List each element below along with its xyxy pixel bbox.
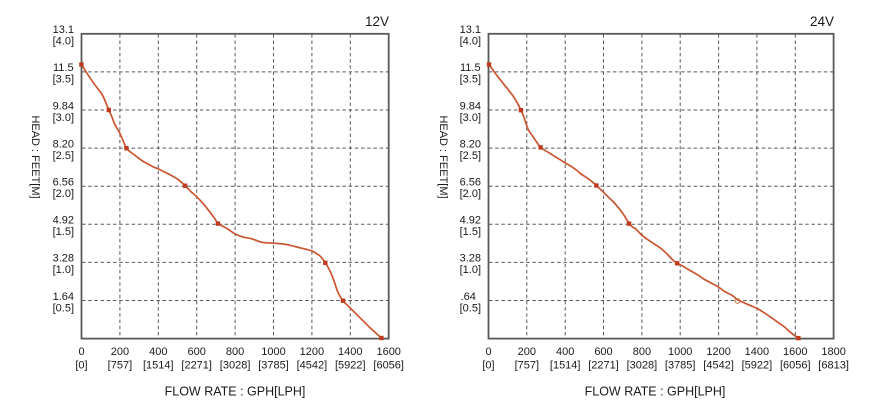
svg-text:11.5: 11.5 — [53, 62, 74, 74]
svg-text:[3.0]: [3.0] — [53, 112, 74, 124]
svg-text:[6056]: [6056] — [373, 359, 404, 371]
svg-text:[0.5]: [0.5] — [460, 302, 481, 314]
svg-text:4.92: 4.92 — [460, 215, 481, 227]
svg-text:[3.5]: [3.5] — [53, 74, 74, 86]
svg-text:13.1: 13.1 — [53, 24, 74, 36]
svg-text:[2.0]: [2.0] — [53, 188, 74, 200]
svg-text:[2271]: [2271] — [181, 359, 212, 371]
svg-text:1400: 1400 — [745, 346, 769, 358]
svg-text:600: 600 — [188, 346, 206, 358]
svg-text:[1.5]: [1.5] — [460, 226, 481, 238]
svg-text:[4542]: [4542] — [703, 359, 734, 371]
svg-text:[4.0]: [4.0] — [460, 36, 481, 48]
svg-text:200: 200 — [518, 346, 536, 358]
svg-text:[3785]: [3785] — [665, 359, 696, 371]
svg-text:[1.0]: [1.0] — [53, 264, 74, 276]
svg-text:[3.5]: [3.5] — [460, 74, 481, 86]
svg-text:9.84: 9.84 — [53, 100, 74, 112]
svg-text:800: 800 — [633, 346, 651, 358]
svg-text:[3028]: [3028] — [627, 359, 658, 371]
svg-text:4.92: 4.92 — [53, 215, 74, 227]
svg-text:1200: 1200 — [706, 346, 730, 358]
svg-text:8.20: 8.20 — [460, 138, 481, 150]
svg-text:1.64: 1.64 — [53, 291, 74, 303]
svg-text:[2.0]: [2.0] — [460, 188, 481, 200]
svg-text:6.56: 6.56 — [53, 177, 74, 189]
svg-text:800: 800 — [226, 346, 244, 358]
svg-text:[0.5]: [0.5] — [53, 302, 74, 314]
svg-text:[6056]: [6056] — [780, 359, 811, 371]
svg-text:[0]: [0] — [75, 359, 87, 371]
svg-text:11.5: 11.5 — [460, 62, 481, 74]
svg-text:[1514]: [1514] — [143, 359, 174, 371]
svg-text:3.28: 3.28 — [53, 253, 74, 265]
svg-text:1200: 1200 — [300, 346, 324, 358]
svg-text:[757]: [757] — [108, 359, 132, 371]
svg-text:9.84: 9.84 — [460, 100, 481, 112]
svg-text:[5922]: [5922] — [335, 359, 366, 371]
svg-text:[6813]: [6813] — [818, 359, 849, 371]
svg-text:13.1: 13.1 — [460, 24, 481, 36]
svg-text:FLOW RATE : GPH[LPH]: FLOW RATE : GPH[LPH] — [165, 385, 306, 399]
svg-text:[3.0]: [3.0] — [460, 112, 481, 124]
svg-text:[2.5]: [2.5] — [460, 150, 481, 162]
svg-text:200: 200 — [111, 346, 129, 358]
svg-text:[4.0]: [4.0] — [53, 36, 74, 48]
svg-text:1000: 1000 — [261, 346, 285, 358]
svg-text:FLOW RATE : GPH[LPH]: FLOW RATE : GPH[LPH] — [585, 385, 726, 399]
svg-text:0: 0 — [485, 346, 491, 358]
svg-text:[2.5]: [2.5] — [53, 150, 74, 162]
svg-text:400: 400 — [556, 346, 574, 358]
svg-text:.64: .64 — [461, 291, 476, 303]
svg-text:[1.0]: [1.0] — [460, 264, 481, 276]
svg-text:[3028]: [3028] — [220, 359, 251, 371]
svg-text:[0]: [0] — [482, 359, 494, 371]
svg-text:[757]: [757] — [515, 359, 539, 371]
svg-text:0: 0 — [78, 346, 84, 358]
svg-text:1600: 1600 — [376, 346, 400, 358]
svg-text:HEAD : FEET[M]: HEAD : FEET[M] — [29, 115, 41, 198]
svg-text:[5922]: [5922] — [742, 359, 773, 371]
svg-text:1000: 1000 — [668, 346, 692, 358]
svg-text:[2271]: [2271] — [588, 359, 619, 371]
svg-text:1600: 1600 — [783, 346, 807, 358]
svg-text:600: 600 — [594, 346, 612, 358]
svg-text:6.56: 6.56 — [460, 177, 481, 189]
svg-text:[1.5]: [1.5] — [53, 226, 74, 238]
svg-text:1800: 1800 — [821, 346, 845, 358]
svg-text:12V: 12V — [365, 14, 389, 29]
svg-text:3.28: 3.28 — [460, 253, 481, 265]
svg-text:8.20: 8.20 — [53, 138, 74, 150]
svg-text:[4542]: [4542] — [297, 359, 328, 371]
svg-text:400: 400 — [149, 346, 167, 358]
svg-text:1400: 1400 — [338, 346, 362, 358]
svg-text:HEAD : FEET[M]: HEAD : FEET[M] — [437, 115, 449, 198]
svg-text:24V: 24V — [810, 14, 834, 29]
svg-text:[1514]: [1514] — [550, 359, 581, 371]
svg-text:[3785]: [3785] — [258, 359, 289, 371]
